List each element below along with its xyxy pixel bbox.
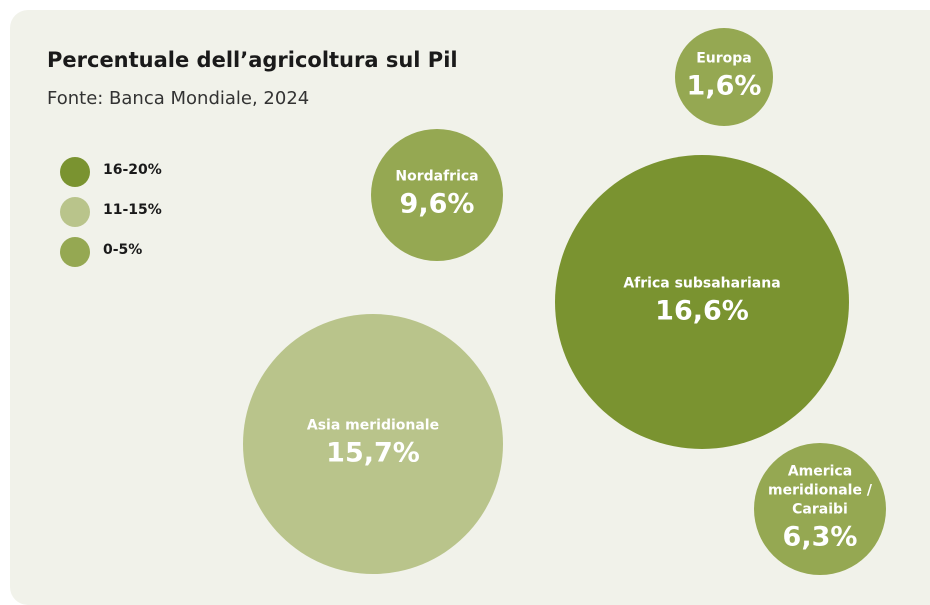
legend-label: 16-20% (103, 162, 162, 178)
legend-swatch (60, 197, 90, 227)
bubble-name: Europa (696, 50, 752, 67)
legend-label: 11-15% (103, 202, 162, 218)
bubble-label: America meridionale / Caraibi 6,3% (765, 463, 875, 556)
bubble (371, 129, 503, 261)
bubble-name: Asia meridionale (306, 417, 440, 434)
bubble-label: Africa subsahariana 16,6% (602, 275, 802, 330)
bubble (555, 155, 849, 449)
bubble-value: 1,6% (686, 70, 762, 102)
bubble-name: Africa subsahariana (623, 275, 781, 292)
chart-title: Percentuale dell’agricoltura sul Pil (47, 48, 458, 72)
bubble (754, 443, 886, 575)
bubble-value: 15,7% (326, 437, 420, 469)
bubble-name: America meridionale / Caraibi (768, 463, 872, 518)
bubble-label: Nordafrica 9,6% (382, 168, 492, 223)
bubble-label: Europa 1,6% (679, 50, 769, 105)
bubble (675, 28, 773, 126)
bubble-value: 16,6% (655, 295, 749, 327)
legend-label: 0-5% (103, 242, 143, 258)
bubble-label: Asia meridionale 15,7% (273, 417, 473, 472)
legend-swatch (60, 157, 90, 187)
legend-swatch (60, 237, 90, 267)
bubble-value: 6,3% (782, 521, 858, 553)
bubble-value: 9,6% (399, 188, 475, 220)
bubble (243, 314, 503, 574)
bubble-name: Nordafrica (395, 168, 479, 185)
chart-subtitle: Fonte: Banca Mondiale, 2024 (47, 88, 310, 109)
